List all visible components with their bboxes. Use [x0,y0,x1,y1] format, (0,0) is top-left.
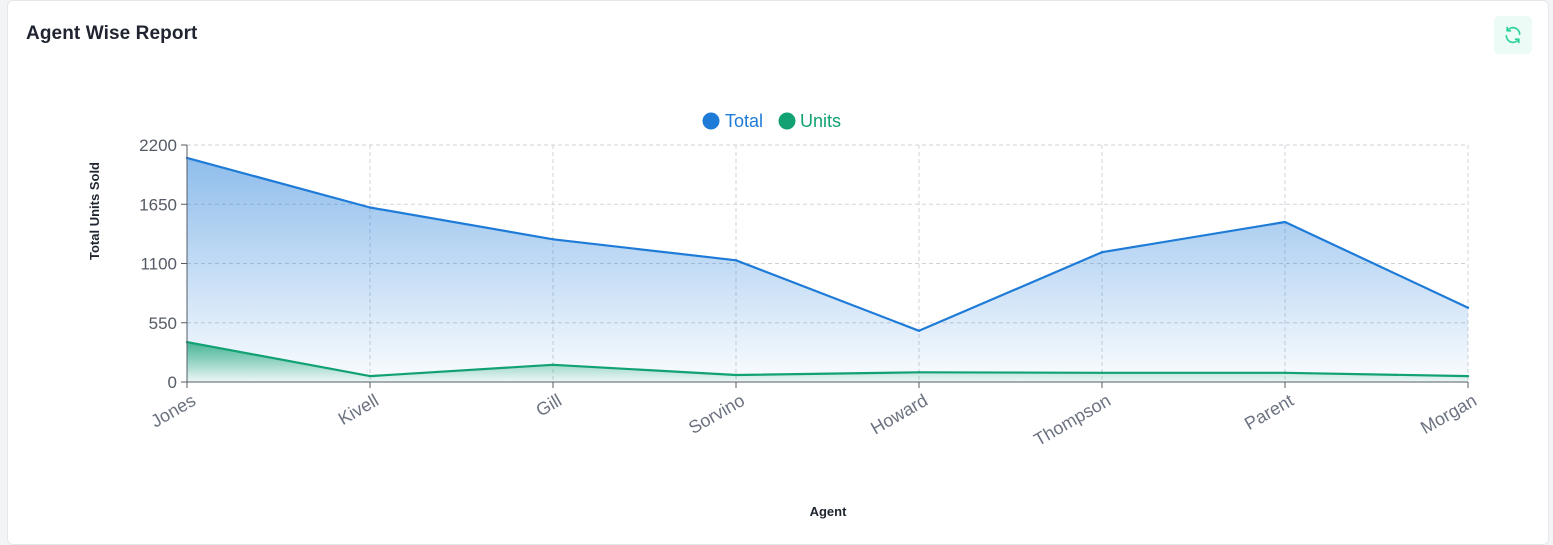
legend-label-total: Total [725,111,763,131]
series-areas [187,157,1468,382]
point-units-parent[interactable] [1283,371,1287,375]
card-title: Agent Wise Report [26,23,198,44]
x-tick-label-gill: Gill [532,390,565,420]
area-total [187,157,1468,382]
point-total-parent[interactable] [1283,220,1287,224]
point-units-gill[interactable] [551,363,555,366]
point-total-howard[interactable] [917,329,921,333]
point-total-thompson[interactable] [1100,250,1104,254]
area-units [187,342,1468,382]
x-tick-label-parent: Parent [1241,390,1297,434]
legend-label-units: Units [800,111,841,131]
x-tick-label-morgan: Morgan [1417,390,1480,438]
y-tick-label: 550 [149,314,177,333]
point-total-kivell[interactable] [368,206,372,209]
legend: Total Units [702,111,842,131]
axes [181,144,1469,388]
point-units-howard[interactable] [917,371,921,374]
point-total-gill[interactable] [551,238,555,241]
y-tick-labels: 0 550 1100 1650 2200 [139,136,177,392]
point-total-morgan[interactable] [1466,306,1470,309]
point-total-sorvino[interactable] [734,259,738,262]
y-tick-label: 0 [168,373,177,392]
refresh-icon [1505,26,1521,44]
point-units-kivell[interactable] [368,374,372,378]
x-tick-label-jones: Jones [147,390,199,431]
legend-marker-units [778,112,796,130]
refresh-button[interactable] [1494,16,1532,54]
x-tick-label-kivell: Kivell [335,390,382,429]
x-tick-labels: Jones Kivell Gill Sorvino Howard Thompson Pare… [147,390,1480,450]
x-tick-label-sorvino: Sorvino [685,390,748,438]
y-axis-title: Total Units Sold [87,162,102,260]
series-lines [185,156,1470,378]
line-total [186,156,1469,332]
y-tick-label: 1650 [139,195,177,214]
x-tick-label-howard: Howard [867,390,931,438]
legend-item-units[interactable]: Units [778,111,842,131]
point-units-sorvino[interactable] [734,373,738,377]
y-tick-label: 1100 [140,255,177,274]
x-axis-title: Agent [810,504,848,519]
y-tick-label: 2200 [139,136,177,155]
point-units-morgan[interactable] [1466,374,1470,378]
legend-marker-total [702,112,720,130]
legend-item-total[interactable]: Total [702,111,764,131]
line-units [186,341,1469,378]
point-units-thompson[interactable] [1100,371,1104,375]
x-tick-label-thompson: Thompson [1030,390,1114,450]
